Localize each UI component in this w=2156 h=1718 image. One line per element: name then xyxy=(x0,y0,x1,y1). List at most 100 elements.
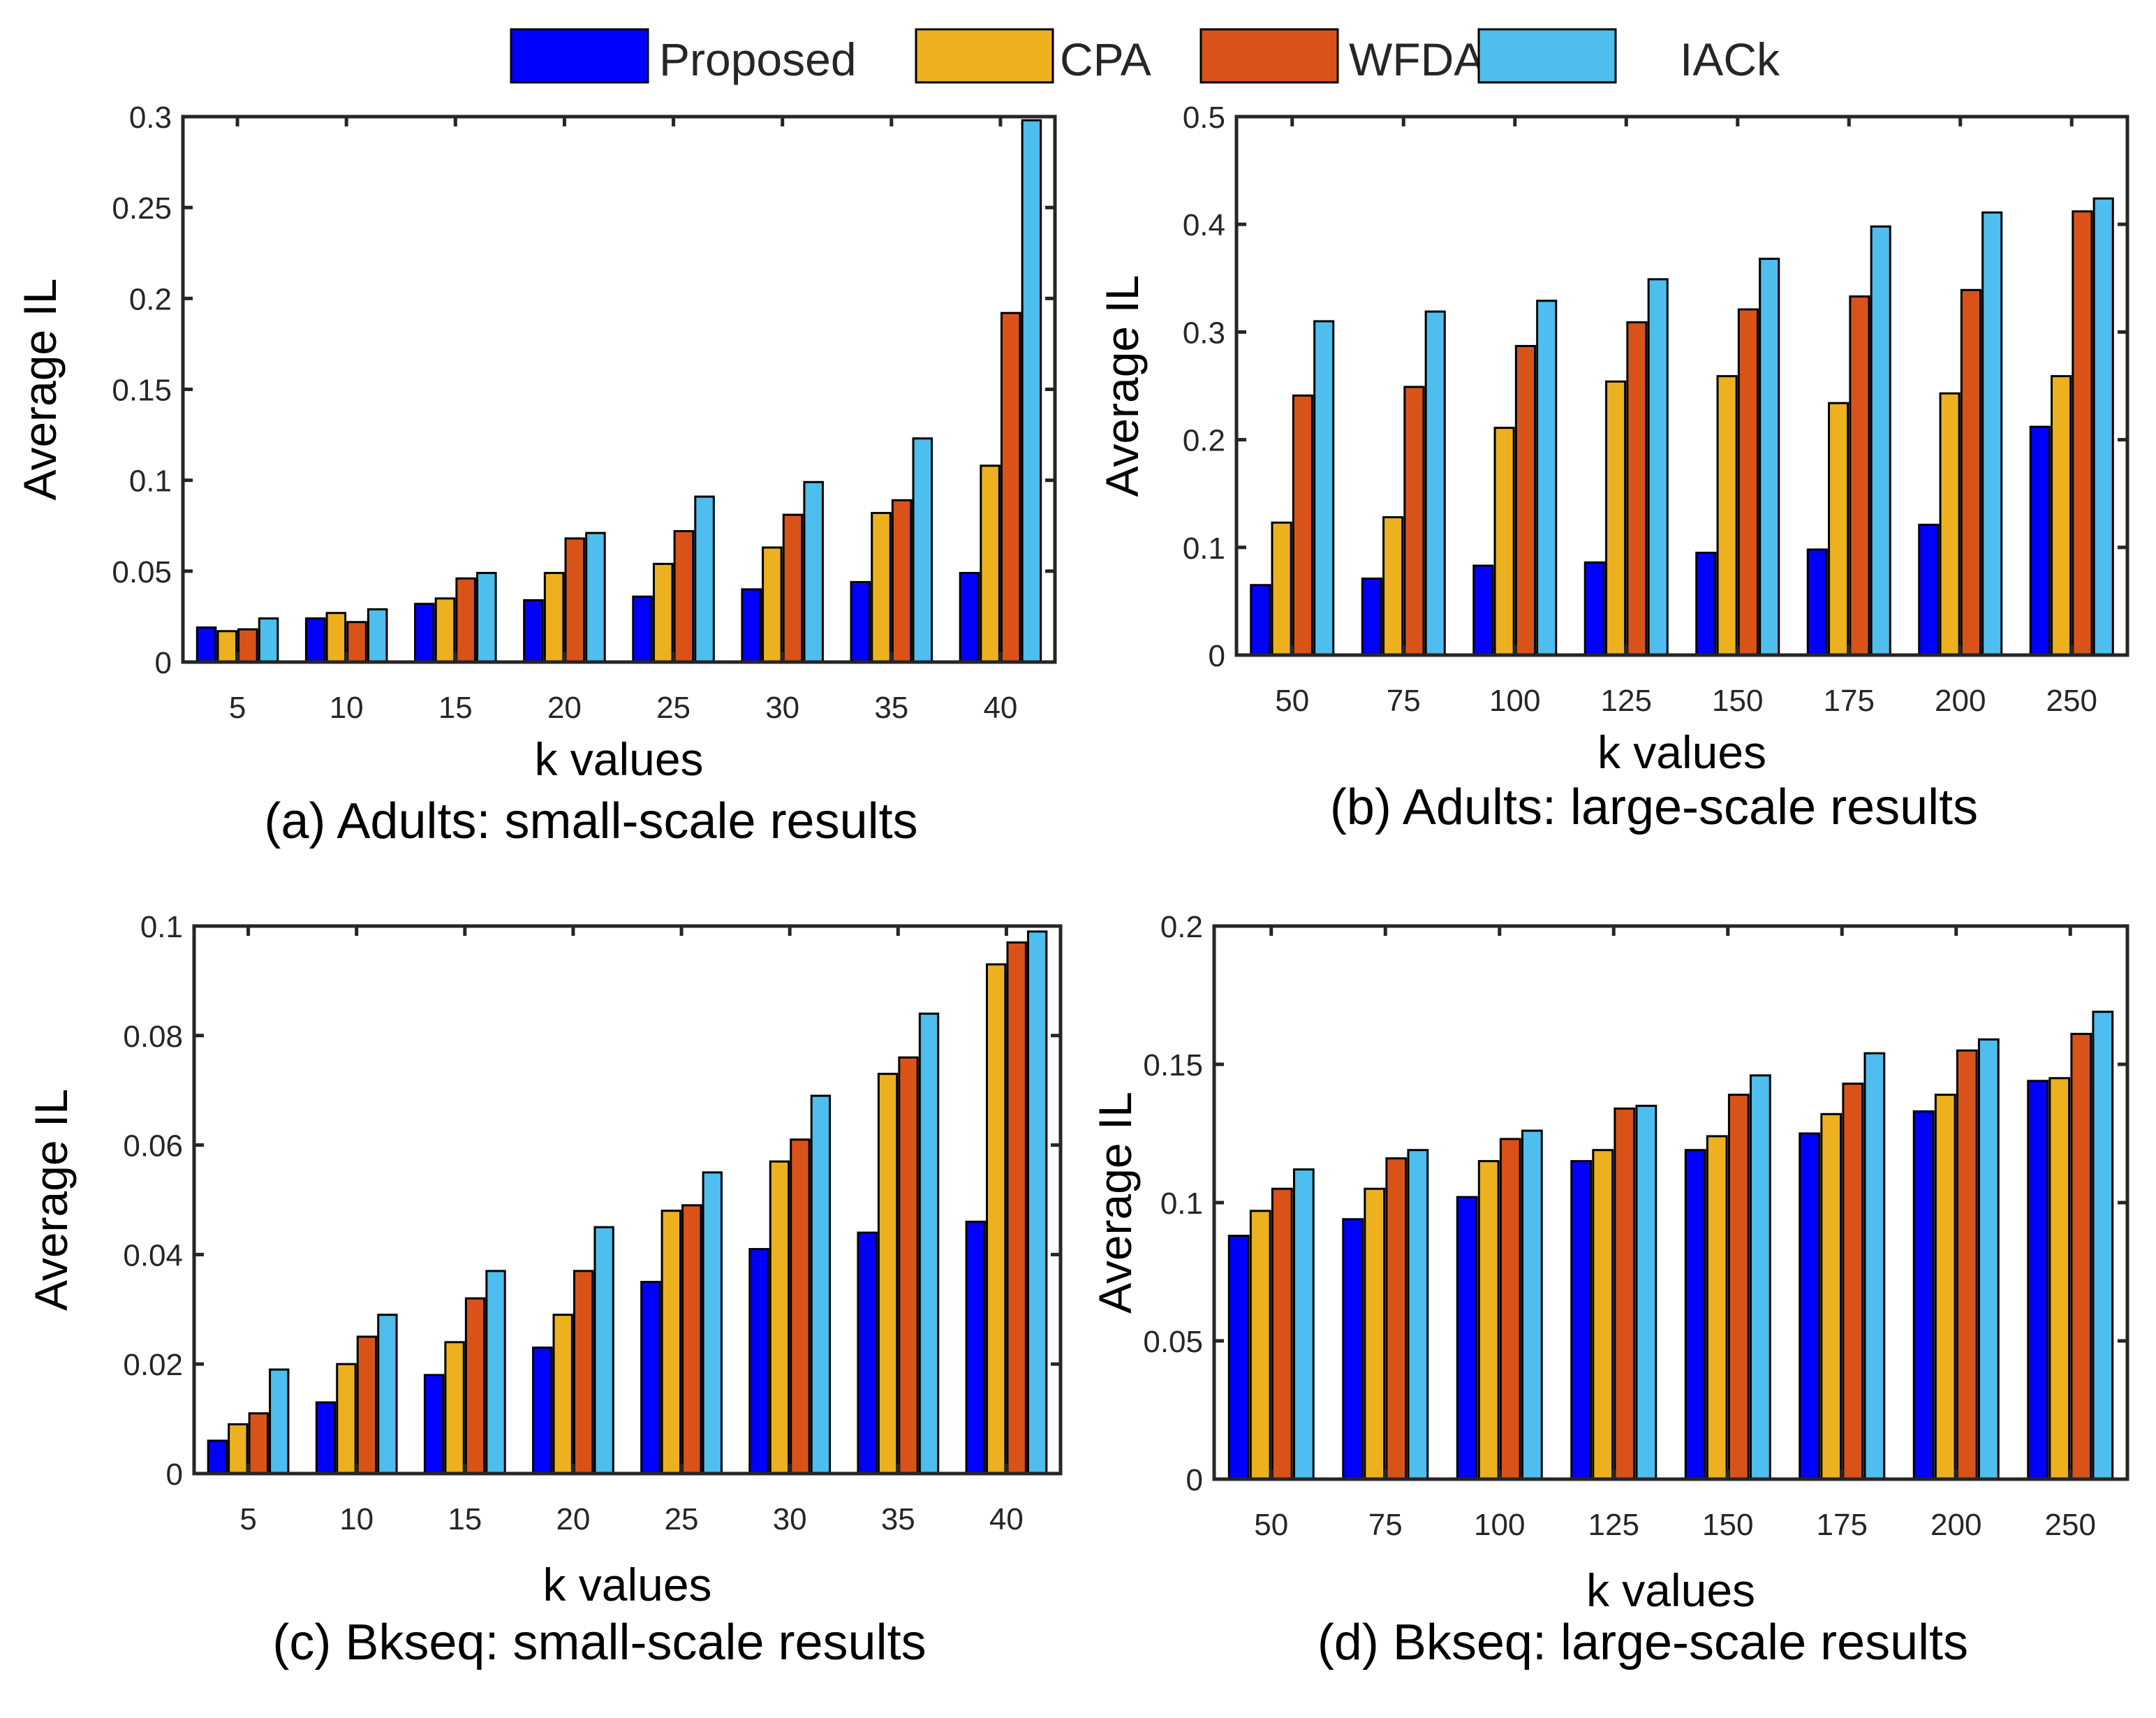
x-tick-label: 35 xyxy=(881,1502,915,1536)
legend-label: IACk xyxy=(1680,34,1780,85)
x-tick-label: 20 xyxy=(547,691,582,725)
x-tick-label: 125 xyxy=(1588,1508,1639,1542)
bar-proposed-k5 xyxy=(207,1439,228,1475)
bar-wfda-k50 xyxy=(1271,1187,1293,1481)
bar-cpa-k15 xyxy=(434,597,456,663)
bar-cpa-k200 xyxy=(1934,1094,1956,1481)
y-tick-label: 0 xyxy=(166,1458,183,1492)
bar-iack-k200 xyxy=(1977,1038,2000,1481)
bar-iack-k5 xyxy=(258,617,279,663)
bar-wfda-k250 xyxy=(2072,210,2093,656)
y-tick-label: 0.15 xyxy=(1143,1048,1203,1082)
bar-wfda-k10 xyxy=(346,621,367,663)
bar-cpa-k40 xyxy=(986,963,1007,1475)
axes-box xyxy=(192,924,1063,1476)
x-tick-label: 150 xyxy=(1702,1508,1753,1542)
bar-wfda-k150 xyxy=(1737,308,1759,656)
bar-cpa-k100 xyxy=(1493,427,1515,656)
bar-proposed-k200 xyxy=(1912,1110,1935,1481)
bar-proposed-k20 xyxy=(523,599,544,663)
bar-proposed-k5 xyxy=(195,626,217,663)
bar-cpa-k75 xyxy=(1382,516,1404,656)
bar-iack-k15 xyxy=(485,1270,506,1475)
bar-wfda-k250 xyxy=(2070,1032,2092,1481)
bar-cpa-k250 xyxy=(2051,375,2072,656)
bar-wfda-k50 xyxy=(1292,394,1313,656)
bar-iack-k175 xyxy=(1863,1052,1886,1481)
x-tick-label: 25 xyxy=(656,691,691,725)
y-tick-label: 0.05 xyxy=(1143,1325,1203,1359)
bar-proposed-k35 xyxy=(857,1231,878,1475)
bar-cpa-k20 xyxy=(543,571,565,663)
bar-wfda-k200 xyxy=(1960,288,1981,656)
bar-cpa-k75 xyxy=(1364,1187,1386,1481)
bar-iack-k20 xyxy=(593,1226,614,1475)
x-tick-label: 15 xyxy=(438,691,473,725)
bar-iack-k125 xyxy=(1647,278,1669,656)
bar-iack-k15 xyxy=(476,571,497,663)
bar-cpa-k125 xyxy=(1605,380,1627,656)
bar-proposed-k20 xyxy=(532,1346,553,1475)
x-tick-label: 200 xyxy=(1930,1508,1981,1542)
y-tick-label: 0.1 xyxy=(129,464,172,499)
legend-item-wfda: WFDA xyxy=(1199,28,1484,85)
bar-wfda-k15 xyxy=(455,577,476,663)
y-tick-label: 0.2 xyxy=(129,282,172,316)
bar-proposed-k50 xyxy=(1227,1235,1250,1481)
bar-iack-k40 xyxy=(1026,930,1048,1475)
x-tick-label: 30 xyxy=(773,1502,807,1536)
bar-iack-k25 xyxy=(702,1171,723,1475)
chart-panels: 00.050.10.150.20.250.35 10 15 20 25 30 35 40k v… xyxy=(14,101,2129,1671)
y-tick-label: 0.02 xyxy=(123,1348,183,1382)
y-tick-label: 0 xyxy=(1186,1463,1203,1497)
y-tick-label: 0 xyxy=(155,646,172,680)
y-tick-label: 0.2 xyxy=(1160,910,1203,944)
bar-iack-k35 xyxy=(912,437,933,663)
y-axis-label: Average IL xyxy=(14,278,66,500)
bar-wfda-k10 xyxy=(356,1335,378,1475)
bar-proposed-k100 xyxy=(1456,1196,1478,1481)
x-tick-label: 250 xyxy=(2045,1508,2096,1542)
bar-iack-k10 xyxy=(377,1314,398,1475)
bar-cpa-k175 xyxy=(1820,1113,1843,1481)
bar-cpa-k5 xyxy=(228,1423,249,1475)
bar-proposed-k200 xyxy=(1918,523,1940,656)
y-tick-label: 0.08 xyxy=(123,1020,183,1054)
x-tick-label: 100 xyxy=(1489,684,1540,718)
bar-wfda-k100 xyxy=(1499,1138,1521,1481)
x-tick-label: 40 xyxy=(983,691,1017,725)
x-tick-label: 125 xyxy=(1601,684,1652,718)
x-tick-label: 5 xyxy=(229,691,246,725)
bar-proposed-k15 xyxy=(423,1374,445,1475)
bar-wfda-k150 xyxy=(1727,1094,1750,1481)
bar-proposed-k125 xyxy=(1583,561,1605,656)
bar-wfda-k100 xyxy=(1514,344,1536,656)
bar-wfda-k40 xyxy=(1000,311,1021,663)
bar-cpa-k125 xyxy=(1592,1149,1614,1481)
y-tick-label: 0.05 xyxy=(112,555,172,589)
legend-swatch xyxy=(915,28,1054,84)
bar-cpa-k25 xyxy=(660,1210,682,1475)
y-tick-label: 0.4 xyxy=(1183,208,1225,242)
x-tick-label: 50 xyxy=(1275,684,1309,718)
bar-wfda-k125 xyxy=(1614,1107,1636,1481)
bar-wfda-k30 xyxy=(782,513,804,663)
bar-cpa-k200 xyxy=(1939,392,1961,656)
y-tick-label: 0.3 xyxy=(1183,316,1225,350)
bar-wfda-k30 xyxy=(790,1138,811,1475)
x-tick-label: 40 xyxy=(989,1502,1024,1536)
bar-proposed-k25 xyxy=(640,1281,661,1475)
bar-proposed-k40 xyxy=(959,571,980,663)
bar-wfda-k75 xyxy=(1385,1157,1408,1481)
x-tick-label: 30 xyxy=(765,691,799,725)
bar-iack-k75 xyxy=(1407,1149,1429,1481)
legend-label: WFDA xyxy=(1349,34,1484,85)
bar-iack-k40 xyxy=(1021,119,1042,663)
bar-cpa-k10 xyxy=(336,1363,357,1475)
x-tick-label: 150 xyxy=(1712,684,1763,718)
bar-cpa-k35 xyxy=(877,1073,899,1475)
bar-iack-k25 xyxy=(694,495,715,663)
x-tick-label: 175 xyxy=(1824,684,1875,718)
bar-iack-k250 xyxy=(2092,197,2114,656)
bar-wfda-k25 xyxy=(673,530,695,663)
